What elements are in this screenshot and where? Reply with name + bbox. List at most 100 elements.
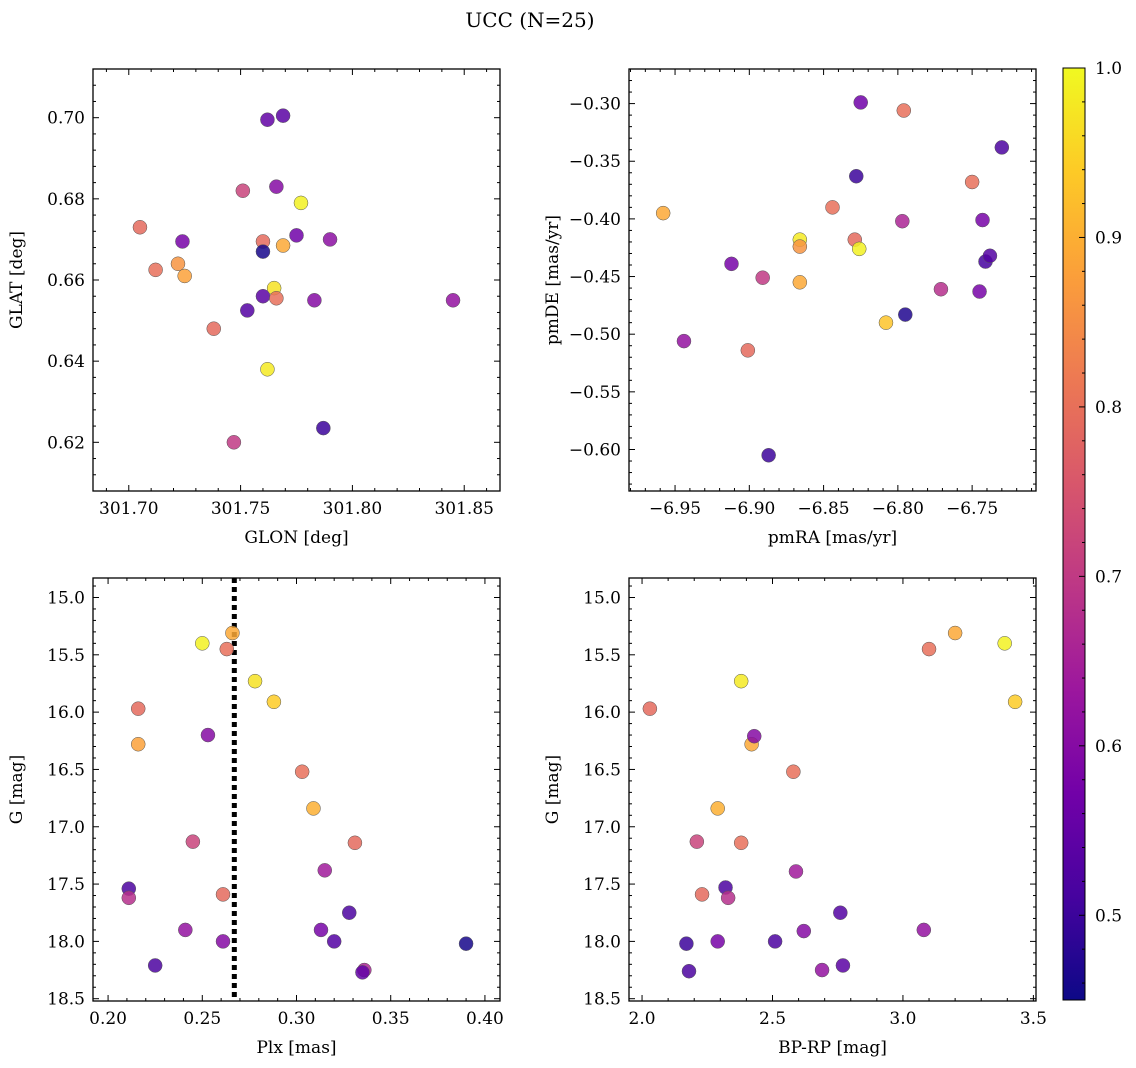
scatter-point	[255, 244, 271, 259]
y-tick-label: 0.62	[47, 433, 85, 453]
scatter-point	[225, 625, 240, 641]
y-tick-label: −0.50	[569, 325, 621, 345]
scatter-point	[215, 934, 231, 949]
colorbar-bar	[1062, 67, 1086, 1001]
scatter-point	[921, 641, 937, 657]
x-tick-label: 2.0	[629, 1009, 656, 1029]
scatter-point	[445, 293, 461, 308]
x-tick-label: 0.35	[372, 1009, 410, 1029]
scatter-point	[121, 890, 137, 906]
y-tick-label: 0.68	[47, 190, 85, 210]
scatter-point	[767, 934, 783, 949]
x-tick-label: 301.80	[323, 499, 382, 519]
scatter-point	[317, 863, 333, 878]
scatter-point	[878, 315, 894, 330]
scatter-point	[235, 183, 251, 198]
scatter-point	[130, 736, 146, 752]
scatter-point	[994, 140, 1010, 155]
y-tick-label: 18.5	[583, 990, 621, 1010]
scatter-point	[792, 239, 808, 254]
scatter-point	[260, 112, 275, 127]
scatter-point	[275, 238, 291, 253]
scatter-point	[755, 270, 770, 285]
y-tick-label: 18.5	[47, 990, 85, 1010]
scatter-point	[1007, 694, 1023, 710]
y-tick-label: 15.5	[583, 646, 621, 666]
scatter-point	[322, 232, 338, 247]
y-tick-label: 18.0	[583, 932, 621, 952]
scatter-point	[835, 958, 851, 973]
figure-title: UCC (N=25)	[465, 8, 594, 32]
panel-3: 0.20 0.25 0.30 0.35 0.40 15.0 15.5 16.0 16.5 17.0…	[7, 577, 504, 1058]
scatter-point	[947, 625, 963, 641]
y-tick-label: −0.55	[569, 383, 621, 403]
scatter-point	[313, 922, 329, 938]
scatter-point	[293, 195, 309, 211]
scatter-point	[130, 701, 146, 716]
y-tick-label: 16.0	[47, 703, 85, 723]
y-tick-label: −0.45	[569, 268, 621, 288]
colorbar-tick-label: 0.7	[1095, 567, 1122, 587]
scatter-point	[972, 284, 987, 299]
x-tick-label: −6.75	[946, 499, 998, 519]
y-tick-label: 17.5	[47, 875, 85, 895]
x-axis-label: Plx [mas]	[256, 1038, 336, 1058]
x-tick-label: 301.75	[211, 499, 270, 519]
scatter-point	[642, 701, 658, 716]
scatter-point	[724, 256, 739, 272]
x-tick-label: 2.5	[759, 1009, 786, 1029]
y-tick-label: 16.0	[583, 703, 621, 723]
scatter-point	[200, 727, 216, 743]
scatter-point	[240, 303, 255, 318]
scatter-point	[307, 293, 322, 308]
scatter-point	[215, 887, 231, 902]
scatter-point	[964, 174, 980, 190]
y-tick-label: 0.70	[47, 109, 85, 129]
panel-frame	[628, 577, 1037, 1002]
scatter-point	[132, 220, 148, 235]
scatter-point	[147, 958, 163, 973]
panel-frame	[628, 68, 1037, 492]
scatter-point	[849, 168, 864, 184]
scatter-point	[833, 905, 848, 920]
x-tick-label: 301.85	[434, 499, 493, 519]
scatter-point	[289, 228, 304, 243]
scatter-point	[898, 307, 913, 322]
y-tick-label: 15.5	[47, 646, 85, 666]
scatter-point	[260, 362, 275, 377]
colorbar-tick-label: 0.9	[1095, 228, 1122, 248]
scatter-point	[269, 179, 284, 194]
y-tick-label: 16.5	[47, 760, 85, 780]
scatter-point	[178, 922, 193, 938]
scatter-point	[681, 963, 697, 979]
scatter-point	[185, 834, 201, 849]
scatter-point	[710, 934, 725, 949]
x-tick-label: −6.90	[723, 499, 775, 519]
y-tick-label: −0.40	[569, 210, 621, 230]
x-tick-label: 0.25	[183, 1009, 221, 1029]
scatter-point	[761, 448, 776, 463]
y-tick-label: 0.64	[47, 352, 85, 372]
panel-4: 2.0 2.5 3.0 3.5 15.0 15.5 16.0 16.5 17.0 17.5 18.0…	[543, 577, 1047, 1058]
x-tick-label: −6.85	[798, 499, 850, 519]
scatter-point	[247, 673, 263, 689]
scatter-point	[326, 934, 342, 949]
x-tick-label: 0.40	[466, 1009, 504, 1029]
x-tick-label: −6.80	[872, 499, 924, 519]
scatter-point	[720, 890, 736, 906]
scatter-point	[275, 108, 291, 123]
scatter-point	[175, 234, 190, 249]
x-tick-label: 301.70	[99, 499, 158, 519]
scatter-point	[916, 922, 932, 938]
y-tick-label: 16.5	[583, 760, 621, 780]
scatter-point	[342, 905, 357, 920]
panel-frame	[92, 577, 501, 1002]
y-tick-label: 17.0	[47, 818, 85, 838]
scatter-point	[177, 268, 192, 284]
x-tick-label: 3.0	[889, 1009, 916, 1029]
scatter-point	[853, 95, 868, 110]
scatter-point	[895, 213, 910, 229]
y-axis-label: G [mag]	[543, 755, 563, 824]
scatter-point	[786, 764, 801, 779]
scatter-point	[733, 673, 749, 689]
